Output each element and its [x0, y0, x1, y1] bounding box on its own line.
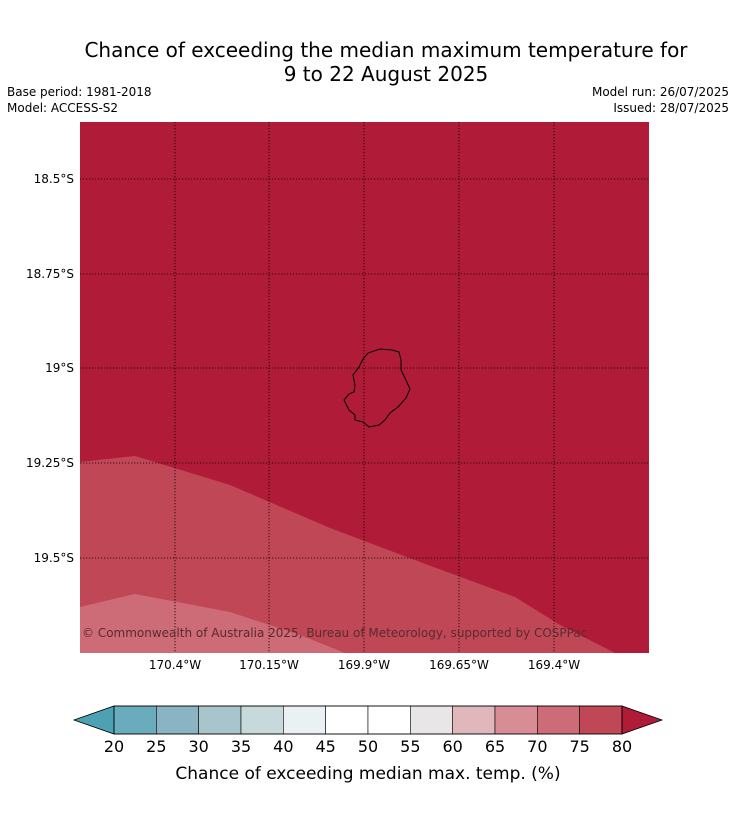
- gridlines: [80, 122, 649, 653]
- colorbar-bins: [113, 705, 623, 735]
- colorbar-bin: [452, 705, 496, 735]
- colorbar-tick-label: 40: [273, 737, 293, 756]
- colorbar-bin: [156, 705, 199, 735]
- zone-70-75: [80, 594, 345, 653]
- lon-label: 170.15°W: [239, 658, 299, 672]
- title-line-1: Chance of exceeding the median maximum t…: [84, 38, 688, 62]
- colorbar-tick-label: 55: [400, 737, 420, 756]
- colorbar: 20 25 30 35 40 45 50 55 60 65 70 75 80: [72, 705, 664, 756]
- colorbar-bin: [579, 705, 623, 735]
- island-coastline: [343, 348, 411, 428]
- colorbar-outline: [113, 705, 623, 735]
- colorbar-tick-label: 65: [485, 737, 505, 756]
- colorbar-tick-label: 35: [231, 737, 251, 756]
- chart-title: Chance of exceeding the median maximum t…: [0, 38, 736, 86]
- lon-label: 169.4°W: [528, 658, 580, 672]
- lon-label: 170.4°W: [149, 658, 201, 672]
- colorbar-tick-label: 30: [188, 737, 208, 756]
- lat-label: 19°S: [45, 361, 74, 375]
- colorbar-bin: [113, 705, 157, 735]
- lat-label: 18.5°S: [34, 172, 74, 186]
- colorbar-tick-label: 45: [315, 737, 335, 756]
- colorbar-tick-label: 70: [527, 737, 547, 756]
- base-period: Base period: 1981-2018: [7, 85, 152, 99]
- colorbar-bin: [494, 705, 538, 735]
- lat-label: 18.75°S: [26, 267, 74, 281]
- colorbar-bin: [367, 705, 411, 735]
- colorbar-tick-label: 50: [358, 737, 378, 756]
- colorbar-bin: [198, 705, 242, 735]
- colorbar-ticks: 20 25 30 35 40 45 50 55 60 65 70 75 80: [104, 737, 632, 756]
- colorbar-bin: [283, 705, 326, 735]
- colorbar-label: Chance of exceeding median max. temp. (%…: [175, 764, 561, 784]
- issued-date: Issued: 28/07/2025: [613, 101, 729, 115]
- colorbar-bin: [325, 705, 369, 735]
- lon-labels: 170.4°W 170.15°W 169.9°W 169.65°W 169.4°…: [149, 658, 580, 672]
- colorbar-over-arrow: [621, 705, 664, 735]
- copyright-notice: © Commonwealth of Australia 2025, Bureau…: [82, 626, 587, 640]
- lat-labels: 18.5°S 18.75°S 19°S 19.25°S 19.5°S: [26, 172, 74, 565]
- colorbar-bin: [537, 705, 580, 735]
- colorbar-bin: [240, 705, 284, 735]
- colorbar-tick-label: 80: [612, 737, 632, 756]
- zone-75-80: [80, 456, 615, 653]
- title-line-2: 9 to 22 August 2025: [283, 62, 489, 86]
- model-run: Model run: 26/07/2025: [591, 85, 729, 99]
- colorbar-tick-label: 75: [569, 737, 589, 756]
- lon-label: 169.65°W: [429, 658, 489, 672]
- meta-right: Model run: 26/07/2025 Issued: 28/07/2025: [592, 84, 729, 116]
- colorbar-tick-label: 25: [146, 737, 166, 756]
- colorbar-bin: [410, 705, 453, 735]
- colorbar-tick-label: 60: [442, 737, 462, 756]
- meta-left: Base period: 1981-2018 Model: ACCESS-S2: [7, 84, 152, 116]
- lon-label: 169.9°W: [338, 658, 390, 672]
- colorbar-under-arrow: [72, 705, 115, 735]
- lat-label: 19.25°S: [26, 456, 74, 470]
- colorbar-tick-label: 20: [104, 737, 124, 756]
- model-name: Model: ACCESS-S2: [7, 101, 119, 115]
- lat-label: 19.5°S: [34, 551, 74, 565]
